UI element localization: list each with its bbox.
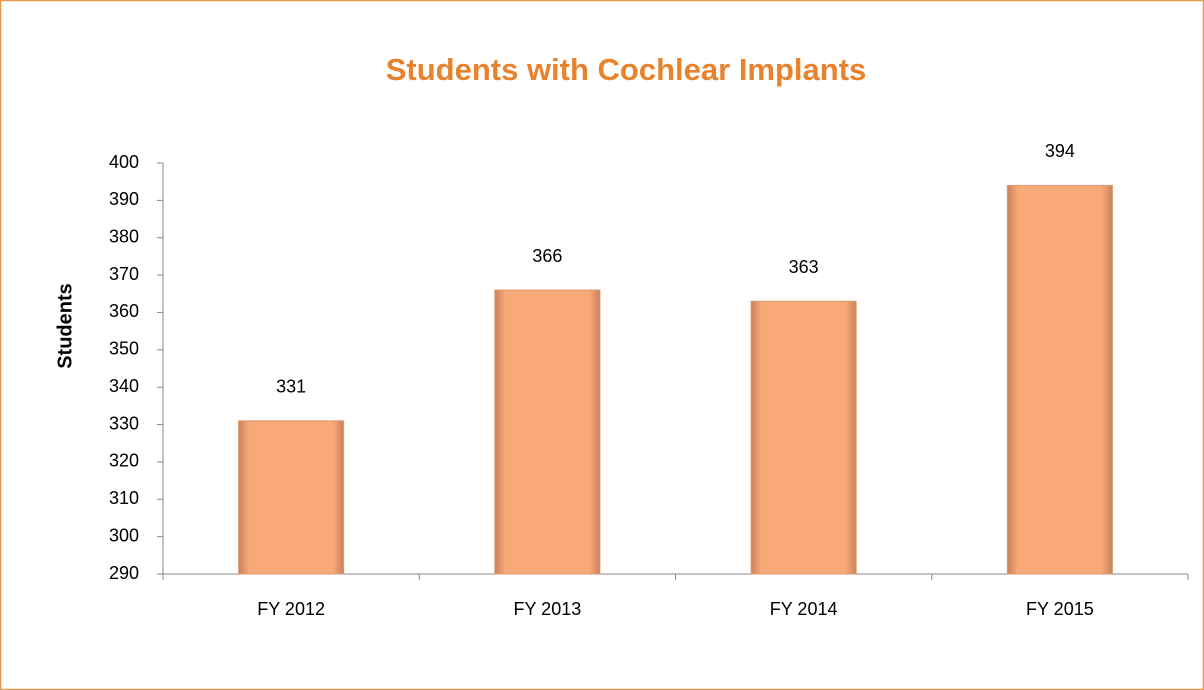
y-axis-label: Students bbox=[54, 283, 76, 369]
y-tick-label: 370 bbox=[109, 264, 139, 284]
y-tick-label: 340 bbox=[109, 376, 139, 396]
data-label: 366 bbox=[532, 246, 562, 266]
y-tick-label: 380 bbox=[109, 226, 139, 246]
bar bbox=[750, 300, 857, 575]
bar bbox=[238, 420, 345, 575]
y-tick-label: 360 bbox=[109, 301, 139, 321]
data-label: 331 bbox=[276, 377, 306, 397]
data-label: 363 bbox=[789, 257, 819, 277]
y-tick-label: 290 bbox=[109, 563, 139, 583]
y-tick-label: 300 bbox=[109, 525, 139, 545]
x-tick-label: FY 2014 bbox=[770, 599, 838, 619]
y-tick-label: 390 bbox=[109, 189, 139, 209]
data-label: 394 bbox=[1045, 141, 1075, 161]
bar bbox=[494, 289, 601, 575]
x-tick-label: FY 2015 bbox=[1026, 599, 1094, 619]
y-tick-label: 350 bbox=[109, 339, 139, 359]
x-tick-label: FY 2012 bbox=[257, 599, 325, 619]
y-tick-label: 320 bbox=[109, 451, 139, 471]
y-tick-label: 330 bbox=[109, 413, 139, 433]
bar bbox=[1006, 184, 1113, 575]
y-tick-label: 400 bbox=[109, 152, 139, 172]
y-tick-label: 310 bbox=[109, 488, 139, 508]
x-tick-label: FY 2013 bbox=[514, 599, 582, 619]
chart-title: Students with Cochlear Implants bbox=[386, 52, 867, 87]
